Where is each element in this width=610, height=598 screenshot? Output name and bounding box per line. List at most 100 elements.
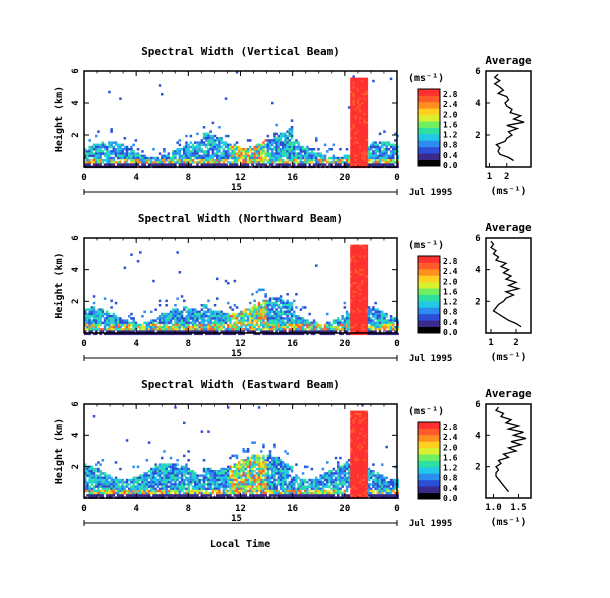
- average-x-label: (ms⁻¹): [490, 186, 526, 197]
- colorbar-swatch: [418, 127, 440, 135]
- average-y-tick-label: 2: [475, 463, 480, 473]
- x-tick-label: 16: [287, 339, 298, 349]
- x-tick-label: 0: [394, 339, 399, 349]
- colorbar-tick-label: 0.0: [443, 494, 458, 503]
- colorbar-swatch: [418, 320, 440, 327]
- colorbar-swatch: [418, 153, 440, 160]
- colorbar-swatch: [418, 300, 440, 308]
- y-tick-label: 4: [71, 100, 81, 106]
- colorbar-tick-label: 2.0: [443, 277, 458, 286]
- y-axis-label: Height (km): [53, 252, 65, 318]
- colorbar-swatch: [418, 428, 440, 436]
- colorbar-tick-label: 0.0: [443, 161, 458, 170]
- average-x-tick-label: 2: [504, 172, 509, 182]
- colorbar-tick-label: 2.8: [443, 90, 458, 99]
- colorbar-swatch: [418, 108, 440, 116]
- colorbar-tick-label: 0.8: [443, 141, 458, 150]
- x-tick-label: 0: [81, 173, 86, 183]
- x-tick-label: 4: [133, 339, 139, 349]
- colorbar-tick-label: 0.4: [443, 151, 458, 160]
- colorbar-swatch: [418, 133, 440, 141]
- colorbar-tick-label: 0.8: [443, 474, 458, 483]
- x-tick-label: 20: [339, 339, 350, 349]
- heatmap-cells: [84, 71, 399, 169]
- colorbar-swatch: [418, 95, 440, 103]
- average-y-tick-label: 4: [475, 266, 481, 276]
- colorbar-swatch: [418, 89, 440, 96]
- date-label: Jul 1995: [409, 519, 452, 529]
- y-tick-label: 2: [71, 464, 81, 469]
- average-y-tick-label: 4: [475, 99, 481, 109]
- average-y-tick-label: 4: [475, 431, 481, 441]
- colorbar-unit: (ms⁻¹): [408, 73, 444, 84]
- average-title: Average: [485, 54, 532, 67]
- colorbar-swatch: [418, 256, 440, 263]
- colorbar-tick-label: 2.4: [443, 100, 458, 109]
- colorbar-tick-label: 1.6: [443, 120, 458, 129]
- x-tick-label: 12: [235, 339, 246, 349]
- y-axis-label: Height (km): [53, 418, 65, 484]
- x-tick-label: 20: [339, 504, 350, 514]
- colorbar-swatch: [418, 288, 440, 295]
- colorbar-swatch: [418, 479, 440, 487]
- x-tick-label: 8: [186, 173, 191, 183]
- average-y-tick-label: 6: [475, 67, 480, 77]
- y-axis-label: Height (km): [53, 86, 65, 152]
- colorbar-tick-label: 1.2: [443, 464, 458, 473]
- x-tick-label: 4: [133, 173, 139, 183]
- colorbar-tick-label: 0.4: [443, 318, 458, 327]
- average-profile: [485, 237, 532, 334]
- y-tick-label: 6: [71, 68, 81, 73]
- y-tick-label: 6: [71, 235, 81, 240]
- colorbar-tick-label: 0.8: [443, 308, 458, 317]
- colorbar-tick-label: 2.4: [443, 433, 458, 442]
- colorbar-unit: (ms⁻¹): [408, 406, 444, 417]
- colorbar-swatch: [418, 101, 440, 109]
- average-x-tick-label: 2: [513, 338, 518, 348]
- colorbar-tick-label: 2.0: [443, 443, 458, 452]
- average-profile: [485, 403, 532, 499]
- colorbar: [417, 88, 441, 167]
- chart-title: Spectral Width (Vertical Beam): [141, 45, 340, 58]
- colorbar-tick-label: 0.4: [443, 484, 458, 493]
- colorbar-swatch: [418, 441, 440, 449]
- colorbar-swatch: [418, 313, 440, 321]
- day-label: 15: [231, 183, 242, 193]
- average-line: [494, 406, 527, 493]
- x-tick-label: 16: [287, 504, 298, 514]
- colorbar-unit: (ms⁻¹): [408, 240, 444, 251]
- colorbar-swatch: [418, 434, 440, 442]
- colorbar: [417, 421, 441, 500]
- colorbar-tick-label: 2.8: [443, 423, 458, 432]
- date-label: Jul 1995: [409, 188, 452, 198]
- colorbar-swatch: [418, 492, 440, 500]
- average-x-label: (ms⁻¹): [490, 517, 526, 528]
- colorbar-swatch: [418, 159, 440, 167]
- colorbar-swatch: [418, 422, 440, 429]
- heatmap-cells: [84, 404, 399, 499]
- average-profile: [485, 70, 532, 168]
- colorbar-swatch: [418, 473, 440, 481]
- colorbar-tick-label: 1.6: [443, 287, 458, 296]
- colorbar-swatch: [418, 486, 440, 493]
- day-label: 15: [231, 514, 242, 524]
- average-title: Average: [485, 387, 532, 400]
- chart-title: Spectral Width (Northward Beam): [138, 212, 343, 225]
- panel-2: 0 4 8 12 16 20 0 2 4 6 Height (km): [53, 401, 532, 526]
- average-y-tick-label: 6: [475, 234, 480, 244]
- x-tick-label: 0: [81, 504, 86, 514]
- x-tick-label: 0: [394, 504, 399, 514]
- colorbar-swatch: [418, 140, 440, 148]
- colorbar: [417, 255, 441, 334]
- x-tick-label: 8: [186, 504, 191, 514]
- average-x-label: (ms⁻¹): [490, 352, 526, 363]
- colorbar-swatch: [418, 454, 440, 461]
- average-title: Average: [485, 221, 532, 234]
- x-tick-label: 16: [287, 173, 298, 183]
- day-label: 15: [231, 349, 242, 359]
- chart-title: Spectral Width (Eastward Beam): [141, 378, 340, 391]
- average-y-tick-label: 2: [475, 297, 480, 307]
- heatmap-cells: [84, 244, 399, 336]
